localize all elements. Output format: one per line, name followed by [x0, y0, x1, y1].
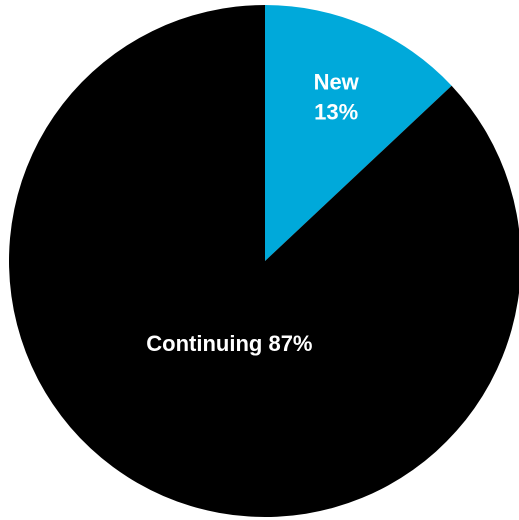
slice-label-line: New — [314, 70, 360, 95]
slice-label-line: 13% — [314, 100, 358, 125]
labels-layer: New 13% Continuing 87% — [146, 70, 359, 357]
pie-slice-continuing — [9, 5, 519, 517]
slice-label-line: Continuing 87% — [146, 331, 312, 356]
slice-label-continuing: Continuing 87% — [146, 331, 312, 356]
pie-slice-new — [265, 5, 452, 261]
slices-layer — [9, 5, 519, 517]
slice-label-new: New 13% — [314, 70, 360, 125]
